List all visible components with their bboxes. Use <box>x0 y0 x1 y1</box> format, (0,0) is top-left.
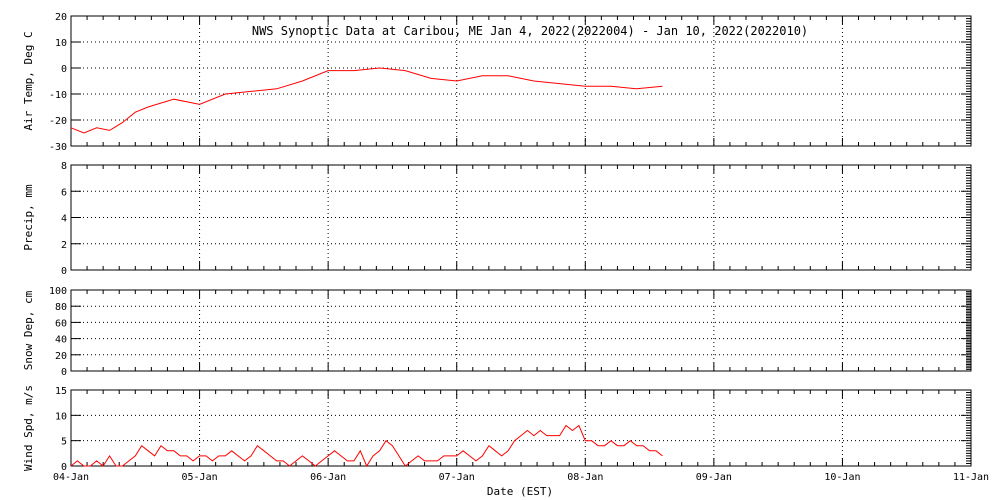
y-tick-label: 10 <box>55 38 67 49</box>
y-axis-label: Snow Dep, cm <box>22 290 35 370</box>
y-tick-label: 10 <box>55 411 67 422</box>
y-tick-label: -10 <box>49 90 67 101</box>
y-tick-label: 0 <box>61 367 67 378</box>
panel-1: -30 -20 -10 0 10 20 Air Temp, Deg C <box>22 12 972 153</box>
x-tick-label: 07-Jan <box>439 472 475 483</box>
panel-2: 0 2 4 6 8 Precip, mm <box>22 161 972 277</box>
data-series-line <box>70 67 663 134</box>
x-tick-label: 06-Jan <box>310 472 346 483</box>
y-tick-label: 60 <box>55 318 67 329</box>
y-tick-label: -20 <box>49 116 67 127</box>
y-tick-label: 6 <box>61 187 67 198</box>
x-tick-label: 10-Jan <box>824 472 860 483</box>
y-tick-label: 20 <box>55 12 67 23</box>
data-series-line <box>70 424 663 468</box>
x-axis-title: Date (EST) <box>487 485 553 498</box>
y-tick-label: 0 <box>61 64 67 75</box>
y-tick-label: 5 <box>61 437 67 448</box>
y-tick-label: 4 <box>61 214 67 225</box>
chart-panels: -30 -20 -10 0 10 20 Air Temp, Deg C 0 2 4 6 8 Precip… <box>22 12 972 473</box>
y-tick-label: -30 <box>49 142 67 153</box>
y-tick-label: 40 <box>55 335 67 346</box>
x-tick-label: 04-Jan <box>53 472 89 483</box>
x-tick-label: 08-Jan <box>567 472 603 483</box>
panel-frame <box>70 15 972 147</box>
x-tick-label: 05-Jan <box>182 472 218 483</box>
panel-3: 0 20 40 60 80 100 Snow Dep, cm <box>22 286 972 378</box>
x-tick-label: 09-Jan <box>696 472 732 483</box>
chart-title: NWS Synoptic Data at Caribou, ME Jan 4, … <box>252 24 808 38</box>
panel-4: 0 5 10 15 Wind Spd, m/s <box>22 385 972 473</box>
y-tick-label: 100 <box>49 286 67 297</box>
x-tick-label: 11-Jan <box>953 472 989 483</box>
panel-frame <box>70 289 972 372</box>
y-tick-label: 20 <box>55 351 67 362</box>
y-axis-label: Air Temp, Deg C <box>22 31 35 130</box>
y-tick-label: 2 <box>61 240 67 251</box>
panel-frame <box>70 164 972 271</box>
y-axis-label: Precip, mm <box>22 184 35 251</box>
y-axis-label: Wind Spd, m/s <box>22 385 35 471</box>
panel-frame <box>70 389 972 467</box>
y-tick-label: 80 <box>55 302 67 313</box>
x-axis-tick-labels: 04-Jan 05-Jan 06-Jan 07-Jan 08-Jan 09-Jan 10-J… <box>53 472 989 483</box>
y-tick-label: 15 <box>55 386 67 397</box>
y-tick-label: 0 <box>61 462 67 473</box>
y-tick-label: 8 <box>61 161 67 172</box>
y-tick-label: 0 <box>61 266 67 277</box>
